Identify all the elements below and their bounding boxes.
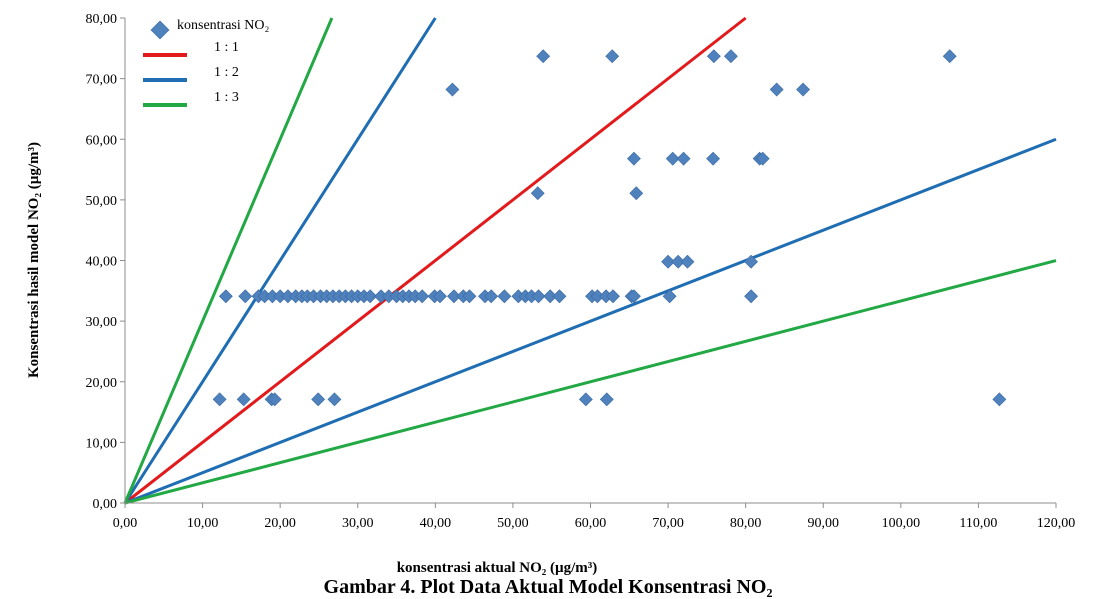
data-point (327, 392, 342, 407)
figure-caption: Gambar 4. Plot Data Aktual Model Konsent… (323, 576, 773, 598)
data-point (497, 289, 512, 304)
ref-line-slope-0_5 (124, 137, 1057, 505)
scatter-chart: 0,00 10,00 20,00 30,00 40,00 50,00 60,00 70,00 8… (26, 12, 1076, 576)
y-tick-label: 40,00 (86, 255, 118, 270)
axes (124, 18, 1056, 504)
data-point (706, 49, 721, 64)
data-point (665, 151, 680, 166)
data-point (363, 289, 378, 304)
data-point (744, 289, 759, 304)
y-tick-label: 30,00 (86, 315, 118, 330)
x-tick-label: 30,00 (342, 516, 374, 531)
data-point (530, 186, 545, 201)
x-axis-title: konsentrasi aktual NO₂ (µg/m³) (397, 560, 598, 576)
x-tick-label: 0,00 (113, 516, 138, 531)
data-point (629, 186, 644, 201)
data-point (552, 289, 567, 304)
x-tick-label: 80,00 (730, 516, 762, 531)
data-point (992, 392, 1007, 407)
data-point (238, 289, 253, 304)
data-point (599, 392, 614, 407)
x-tick-label: 90,00 (808, 516, 840, 531)
data-point (447, 289, 461, 304)
data-point (236, 392, 251, 407)
data-point (662, 289, 677, 304)
data-point (311, 392, 326, 407)
legend-label: 1 : 3 (214, 90, 239, 105)
data-point (578, 392, 593, 407)
data-point (724, 49, 738, 64)
x-tick-label: 40,00 (420, 516, 452, 531)
y-tick-label: 10,00 (86, 436, 118, 451)
data-point (484, 289, 499, 304)
data-point (755, 151, 770, 166)
data-point (462, 289, 477, 304)
x-tick-label: 100,00 (882, 516, 921, 531)
data-point (671, 254, 686, 269)
ref-line-slope-1 (124, 16, 747, 505)
ref-line-slope-3 (123, 17, 334, 504)
data-point (531, 289, 546, 304)
data-point (769, 82, 784, 97)
legend-label: konsentrasi NO₂ (177, 18, 269, 33)
data-point (267, 392, 282, 407)
tick-labels: 0,00 10,00 20,00 30,00 40,00 50,00 60,00 70,00 8… (86, 12, 1076, 531)
data-point (445, 82, 460, 97)
data-point (415, 289, 430, 304)
x-tick-label: 20,00 (264, 516, 296, 531)
data-point (627, 289, 641, 304)
y-tick-label: 60,00 (86, 133, 118, 148)
legend: konsentrasi NO₂ 1 : 1 1 : 2 1 : 3 (143, 18, 269, 107)
data-point (942, 49, 957, 64)
ref-line-slope-0_3333 (124, 259, 1057, 505)
data-point (536, 49, 551, 64)
y-tick-label: 70,00 (86, 73, 118, 88)
data-point (543, 289, 558, 304)
data-point (676, 151, 691, 166)
data-point (218, 289, 233, 304)
y-tick-label: 80,00 (86, 12, 118, 27)
reference-lines (123, 16, 1057, 505)
data-point (433, 289, 447, 304)
x-tick-label: 70,00 (652, 516, 684, 531)
legend-marker-diamond (150, 20, 170, 40)
ref-line-slope-2 (123, 17, 437, 504)
x-tick-label: 50,00 (497, 516, 529, 531)
data-points (212, 49, 1007, 407)
y-tick-label: 50,00 (86, 194, 118, 209)
y-tick-label: 20,00 (86, 376, 118, 391)
y-tick-label: 0,00 (93, 497, 118, 512)
data-point (212, 392, 227, 407)
x-tick-label: 120,00 (1037, 516, 1076, 531)
data-point (706, 151, 721, 166)
data-point (796, 82, 811, 97)
x-tick-label: 110,00 (959, 516, 997, 531)
data-point (680, 254, 695, 269)
x-tick-label: 60,00 (575, 516, 607, 531)
x-tick-label: 10,00 (187, 516, 219, 531)
legend-label: 1 : 1 (214, 40, 239, 55)
data-point (661, 254, 676, 269)
data-point (606, 289, 620, 304)
legend-label: 1 : 2 (214, 65, 239, 80)
y-axis-title: Konsentrasi hasil model NO₂ (µg/m³) (26, 142, 42, 378)
data-point (605, 49, 620, 64)
data-point (627, 151, 641, 166)
data-point (744, 254, 759, 269)
